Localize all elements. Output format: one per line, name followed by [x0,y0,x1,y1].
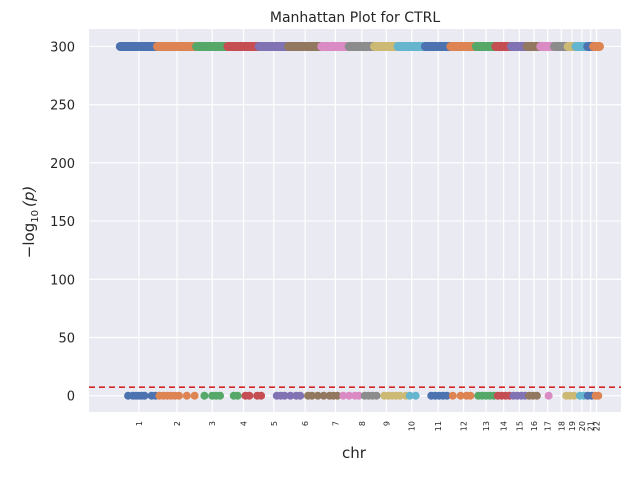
x-tick-label: 20 [578,421,587,431]
low-point-chr5 [296,391,305,400]
low-point-chr3 [200,391,209,400]
y-axis-label-subscript: 10 [30,210,41,223]
low-point-chr7 [339,391,348,400]
x-tick-label: 12 [460,421,469,431]
low-point-chr12 [448,391,457,400]
x-gridlines [138,29,598,412]
x-tick-label: 18 [557,421,566,431]
low-point-chr2 [190,391,199,400]
x-tick-label: 21 [587,421,596,431]
x-axis-label: chr [342,444,367,462]
x-tick-label: 17 [544,421,553,431]
y-tick-labels: 0 50 100 150 200 250 300 [50,40,75,404]
low-point-chr3 [233,391,242,400]
low-point-chr6 [313,391,322,400]
low-point-chr7 [354,391,363,400]
low-point-chr2 [174,391,183,400]
x-tick-label: 6 [301,421,310,426]
x-tick-label: 4 [240,421,249,426]
low-point-chr5 [280,391,289,400]
x-tick-label: 15 [515,421,524,431]
y-axis-label: −log10 (p) [20,186,41,258]
low-point-chr1 [140,391,149,400]
low-point-chr6 [307,391,316,400]
x-tick-label: 16 [530,421,539,431]
y-axis-label-main: −log [20,223,38,258]
low-point-chr16 [532,391,541,400]
low-point-chr6 [333,391,342,400]
low-point-chr7 [345,391,354,400]
plot-area [89,29,621,412]
low-point-chr3 [216,391,225,400]
low-point-chr10 [405,391,414,400]
y-tick-label: 150 [50,215,75,230]
x-tick-label: 14 [500,421,509,431]
y-tick-label: 300 [50,40,75,55]
x-tick-label: 19 [568,421,577,431]
x-tick-label: 1 [135,421,144,426]
low-point-chr12 [456,391,465,400]
x-tick-label: 13 [482,421,491,431]
chart-title: Manhattan Plot for CTRL [270,10,440,26]
low-points [124,391,603,400]
x-tick-label: 2 [173,421,182,426]
y-tick-label: 0 [67,390,75,405]
x-tick-label: 22 [593,421,602,431]
low-point-chr17 [544,391,553,400]
low-point-chr11 [442,391,451,400]
y-tick-label: 50 [58,331,75,346]
y-tick-label: 200 [50,157,75,172]
low-point-chr5 [286,391,295,400]
low-point-chr6 [319,391,328,400]
x-tick-label: 7 [331,421,340,426]
low-point-chr12 [466,391,475,400]
low-point-chr22 [594,391,603,400]
low-point-chr4 [245,391,254,400]
low-point-chr2 [182,391,191,400]
low-point-chr8 [372,391,381,400]
low-point-chr10 [411,391,420,400]
x-tick-label: 10 [408,421,417,431]
y-axis-label-p: (p) [20,186,38,207]
low-point-chr9 [395,391,404,400]
x-tick-label: 3 [208,421,217,426]
low-point-chr19 [570,391,579,400]
x-tick-label: 11 [434,421,443,431]
low-point-chr4 [257,391,266,400]
y-tick-label: 100 [50,273,75,288]
x-tick-label: 8 [358,421,367,426]
y-tick-label: 250 [50,99,75,114]
x-tick-label: 9 [382,421,391,426]
x-tick-label: 5 [270,421,279,426]
